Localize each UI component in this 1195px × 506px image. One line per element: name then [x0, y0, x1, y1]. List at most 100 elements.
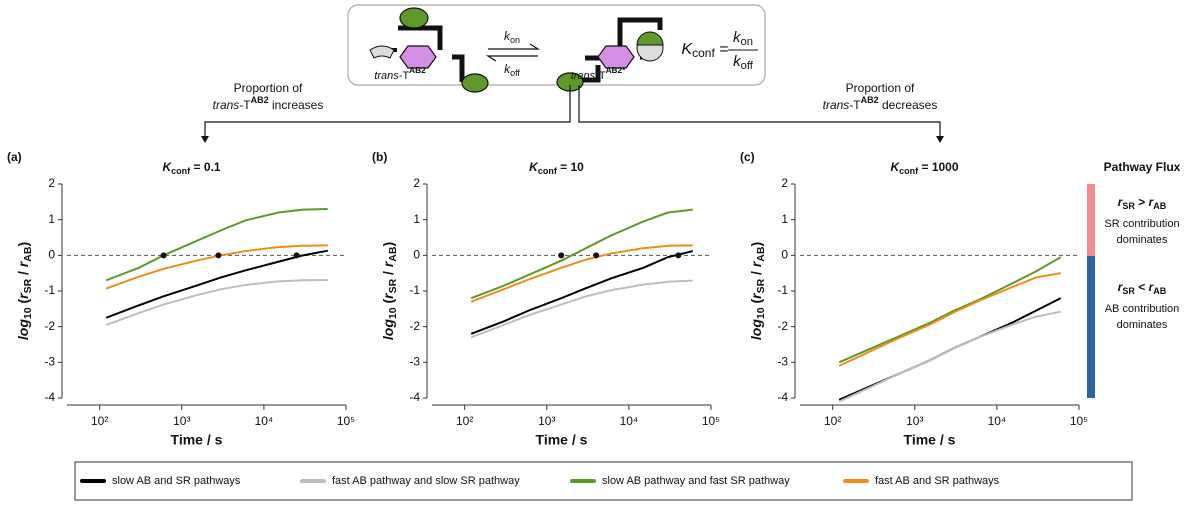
- forward-arrow: [488, 43, 541, 50]
- x-axis-label: Time / s: [171, 432, 223, 448]
- kconf-denominator: koff: [733, 53, 754, 72]
- text-part: -T: [239, 98, 251, 112]
- text-part: AB2: [251, 95, 269, 105]
- text-part: AB: [1153, 286, 1166, 296]
- decrease-text: Proportion of: [846, 81, 915, 95]
- text-part: r: [1149, 195, 1155, 209]
- text-part: conf: [899, 166, 919, 176]
- left-molecule-label: trans-TAB2: [374, 66, 426, 82]
- text-part: off: [510, 68, 520, 78]
- text-part: log: [380, 319, 396, 340]
- text-part: AB: [22, 246, 34, 262]
- text-part: trans: [571, 70, 596, 82]
- series-line: [470, 250, 694, 335]
- text-part: -T: [849, 98, 861, 112]
- y-tick-label: -1: [44, 283, 55, 297]
- y-tick-label: -3: [44, 355, 55, 369]
- text-part: decreases: [879, 98, 938, 112]
- arrow-head: [201, 136, 209, 143]
- y-tick-label: 1: [781, 212, 788, 226]
- series-line: [105, 207, 328, 282]
- y-tick-label: 2: [781, 176, 788, 190]
- series-line: [838, 256, 1062, 364]
- text-part: SR: [22, 278, 34, 293]
- crossing-point: [558, 252, 565, 259]
- text-part: conf: [692, 46, 715, 60]
- text-part: r: [748, 260, 764, 267]
- y-tick-label: 2: [413, 176, 420, 190]
- series-line: [105, 249, 328, 319]
- kconf-lhs: Kconf =: [681, 41, 728, 60]
- flux-note: dominates: [1117, 234, 1168, 246]
- text-part: (: [380, 299, 396, 308]
- crossing-point: [675, 252, 682, 259]
- flux-relation: rSR > rAB: [1118, 195, 1167, 211]
- text-part: K: [529, 160, 539, 174]
- text-part: K: [890, 160, 900, 174]
- text-part: trans: [213, 98, 240, 112]
- legend-label: fast AB and SR pathways: [875, 475, 1000, 487]
- text-part: r: [748, 292, 764, 299]
- text-part: k: [504, 62, 511, 76]
- text-part: ): [748, 242, 764, 247]
- text-part: K: [162, 160, 172, 174]
- x-axis-label: Time / s: [536, 432, 588, 448]
- molecule-open: [556, 17, 664, 92]
- y-tick-label: -4: [44, 390, 55, 404]
- text-part: log: [15, 319, 31, 340]
- text-part: = 0.1: [190, 160, 221, 174]
- series-line: [105, 278, 328, 326]
- y-tick-label: -1: [409, 283, 420, 297]
- text-part: AB: [755, 246, 767, 262]
- series-line: [838, 310, 1061, 403]
- chart-title: Kconf = 1000: [890, 160, 958, 176]
- text-part: SR: [387, 278, 399, 293]
- text-part: increases: [269, 98, 324, 112]
- x-tick-label: 10⁴: [255, 414, 274, 428]
- text-part: k: [733, 53, 742, 70]
- text-part: ): [15, 242, 31, 247]
- text-part: (: [748, 299, 764, 308]
- text-part: AB2*: [606, 66, 627, 75]
- flux-relation: rSR < rAB: [1118, 280, 1167, 296]
- text-part: SR: [755, 278, 767, 293]
- y-tick-label: -4: [777, 390, 788, 404]
- x-tick-label: 10²: [456, 414, 473, 428]
- x-tick-label: 10⁴: [988, 414, 1007, 428]
- series-line: [470, 279, 693, 339]
- text-part: trans: [374, 70, 399, 82]
- y-tick-label: -2: [409, 319, 420, 333]
- chart-title: Kconf = 10: [529, 160, 584, 176]
- text-part: SR: [1122, 286, 1135, 296]
- x-tick-label: 10²: [824, 414, 841, 428]
- molecule-closed: [369, 7, 489, 93]
- k-off-label: koff: [504, 62, 520, 78]
- text-part: <: [1135, 280, 1149, 294]
- text-part: r: [15, 260, 31, 267]
- text-part: K: [681, 41, 693, 58]
- text-part: k: [733, 29, 742, 46]
- increase-text: trans-TAB2 increases: [213, 95, 324, 112]
- x-tick-label: 10⁵: [1070, 414, 1088, 428]
- text-part: conf: [538, 166, 558, 176]
- text-part: 10: [387, 307, 399, 319]
- flux-note: SR contribution: [1104, 218, 1179, 230]
- panel-label: (a): [7, 150, 22, 164]
- y-tick-label: 1: [48, 212, 55, 226]
- x-tick-label: 10³: [906, 414, 923, 428]
- text-part: 10: [755, 307, 767, 319]
- crossing-point: [593, 252, 600, 259]
- y-tick-label: 0: [48, 248, 55, 262]
- text-part: trans: [823, 98, 850, 112]
- text-part: AB: [1153, 201, 1166, 211]
- panel-label: (b): [372, 150, 387, 164]
- flux-title: Pathway Flux: [1104, 160, 1181, 174]
- text-part: conf: [171, 166, 191, 176]
- y-tick-label: -2: [777, 319, 788, 333]
- flux-sr-region: [1087, 184, 1095, 256]
- y-tick-label: -1: [777, 283, 788, 297]
- legend-label: slow AB pathway and fast SR pathway: [602, 475, 790, 487]
- crossing-point: [215, 252, 222, 259]
- y-tick-label: -3: [409, 355, 420, 369]
- legend-label: slow AB and SR pathways: [112, 475, 241, 487]
